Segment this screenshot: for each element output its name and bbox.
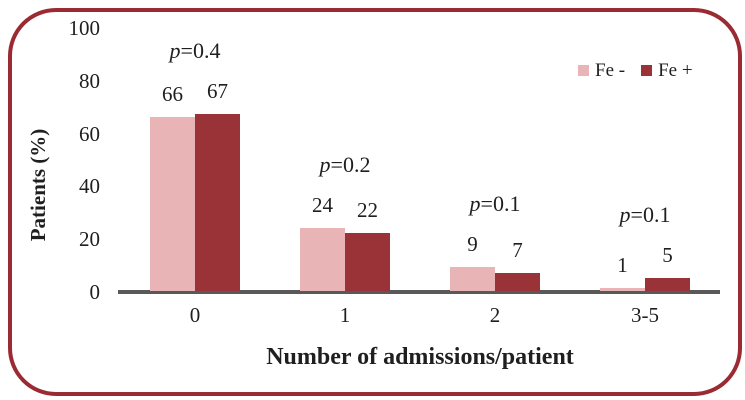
x-axis-title: Number of admissions/patient xyxy=(266,344,574,370)
p-value-annotation: p=0.2 xyxy=(319,152,371,177)
bar-fe-pos-0 xyxy=(195,114,240,291)
y-tick-label: 100 xyxy=(68,16,101,40)
legend: Fe - Fe + xyxy=(578,61,693,80)
bar-fe-neg-3-5 xyxy=(600,288,645,291)
bar-value-label: 24 xyxy=(312,193,333,217)
legend-label: Fe + xyxy=(658,60,693,81)
y-tick-label: 80 xyxy=(79,68,100,93)
legend-swatch-icon xyxy=(578,65,589,76)
p-value-annotation: p=0.1 xyxy=(619,202,671,227)
bar-value-label: 66 xyxy=(162,82,183,106)
chart-frame-border xyxy=(8,8,742,396)
bar-fe-neg-0 xyxy=(150,117,195,291)
y-tick-label: 20 xyxy=(79,227,100,252)
y-tick-label: 0 xyxy=(89,280,101,304)
bar-fe-pos-1 xyxy=(345,233,390,291)
legend-item-fe-neg: Fe - xyxy=(578,61,625,80)
bar-value-label: 22 xyxy=(357,198,378,222)
p-value-annotation: p=0.1 xyxy=(469,191,521,216)
y-tick-label: 60 xyxy=(79,121,100,146)
x-axis-line xyxy=(118,290,720,294)
bar-fe-neg-1 xyxy=(300,228,345,291)
y-tick-label: 40 xyxy=(79,174,100,199)
x-tick-label: 2 xyxy=(489,303,501,327)
p-value-annotation: p=0.4 xyxy=(169,38,221,63)
bar-value-label: 9 xyxy=(467,232,478,256)
legend-label: Fe - xyxy=(595,60,626,81)
x-tick-label: 0 xyxy=(189,303,201,327)
bar-fe-pos-2 xyxy=(495,273,540,291)
bar-value-label: 5 xyxy=(662,243,673,267)
bar-fe-pos-3-5 xyxy=(645,278,690,291)
bar-value-label: 67 xyxy=(207,79,228,103)
x-tick-label: 3-5 xyxy=(631,303,659,327)
bar-value-label: 7 xyxy=(512,238,523,262)
legend-swatch-icon xyxy=(641,65,653,76)
x-tick-label: 1 xyxy=(339,303,351,327)
bar-fe-neg-2 xyxy=(450,267,495,291)
bar-value-label: 1 xyxy=(617,253,628,277)
legend-item-fe-pos: Fe + xyxy=(641,60,693,81)
